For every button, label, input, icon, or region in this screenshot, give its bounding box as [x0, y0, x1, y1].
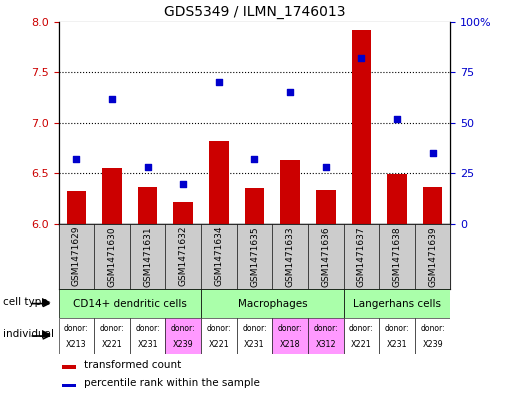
Text: GSM1471633: GSM1471633: [286, 226, 295, 286]
Bar: [201, 289, 344, 318]
Point: [357, 55, 365, 61]
Text: GSM1471632: GSM1471632: [179, 226, 188, 286]
Point: [179, 180, 187, 187]
Bar: [415, 318, 450, 354]
Bar: [308, 224, 344, 289]
Text: GSM1471637: GSM1471637: [357, 226, 366, 286]
Text: percentile rank within the sample: percentile rank within the sample: [84, 378, 260, 388]
Title: GDS5349 / ILMN_1746013: GDS5349 / ILMN_1746013: [164, 5, 345, 19]
Text: X312: X312: [316, 340, 336, 349]
Text: X231: X231: [244, 340, 265, 349]
Bar: [272, 318, 308, 354]
Text: X231: X231: [387, 340, 407, 349]
Text: transformed count: transformed count: [84, 360, 181, 370]
Bar: [63, 365, 76, 369]
Bar: [379, 318, 415, 354]
Bar: [387, 174, 407, 224]
Text: GSM1471634: GSM1471634: [214, 226, 223, 286]
Bar: [59, 224, 94, 289]
Point: [215, 79, 223, 85]
Text: donor:: donor:: [349, 324, 374, 333]
Bar: [130, 224, 165, 289]
Text: donor:: donor:: [420, 324, 445, 333]
Text: Langerhans cells: Langerhans cells: [353, 299, 441, 309]
Bar: [165, 224, 201, 289]
Bar: [165, 318, 201, 354]
Text: donor:: donor:: [135, 324, 160, 333]
Bar: [415, 224, 450, 289]
Text: ▶: ▶: [42, 297, 50, 307]
Bar: [237, 224, 272, 289]
Text: X231: X231: [137, 340, 158, 349]
Bar: [174, 202, 193, 224]
Text: X213: X213: [66, 340, 87, 349]
Text: GSM1471631: GSM1471631: [143, 226, 152, 286]
Text: cell type: cell type: [3, 297, 47, 307]
Bar: [423, 187, 442, 224]
Text: CD14+ dendritic cells: CD14+ dendritic cells: [73, 299, 187, 309]
Text: donor:: donor:: [207, 324, 231, 333]
Bar: [59, 318, 94, 354]
Text: ▶: ▶: [42, 329, 50, 339]
Text: donor:: donor:: [64, 324, 89, 333]
Bar: [272, 224, 308, 289]
Point: [286, 89, 294, 95]
Point: [72, 156, 80, 162]
Bar: [308, 318, 344, 354]
Text: X221: X221: [209, 340, 229, 349]
Bar: [245, 187, 264, 224]
Bar: [94, 224, 130, 289]
Text: GSM1471629: GSM1471629: [72, 226, 81, 286]
Text: GSM1471636: GSM1471636: [321, 226, 330, 286]
Bar: [280, 160, 300, 224]
Bar: [209, 141, 229, 224]
Text: donor:: donor:: [171, 324, 195, 333]
Text: X218: X218: [280, 340, 300, 349]
Bar: [102, 168, 122, 224]
Bar: [352, 30, 371, 224]
Text: GSM1471635: GSM1471635: [250, 226, 259, 286]
Point: [393, 116, 401, 122]
Bar: [59, 289, 201, 318]
Bar: [316, 189, 335, 224]
Text: X221: X221: [102, 340, 122, 349]
Text: donor:: donor:: [278, 324, 302, 333]
Text: X239: X239: [422, 340, 443, 349]
Bar: [138, 187, 157, 224]
Bar: [130, 318, 165, 354]
Point: [322, 164, 330, 171]
Text: individual: individual: [3, 329, 53, 339]
Point: [144, 164, 152, 171]
Text: X221: X221: [351, 340, 372, 349]
Text: Macrophages: Macrophages: [238, 299, 307, 309]
Bar: [63, 384, 76, 387]
Bar: [201, 318, 237, 354]
Bar: [201, 224, 237, 289]
Bar: [344, 289, 450, 318]
Point: [429, 150, 437, 156]
Text: donor:: donor:: [242, 324, 267, 333]
Text: GSM1471638: GSM1471638: [392, 226, 402, 286]
Text: X239: X239: [173, 340, 193, 349]
Bar: [237, 318, 272, 354]
Text: donor:: donor:: [100, 324, 124, 333]
Bar: [344, 224, 379, 289]
Text: GSM1471630: GSM1471630: [107, 226, 117, 286]
Bar: [344, 318, 379, 354]
Bar: [379, 224, 415, 289]
Text: donor:: donor:: [314, 324, 338, 333]
Bar: [67, 191, 86, 224]
Point: [250, 156, 259, 162]
Text: donor:: donor:: [385, 324, 409, 333]
Bar: [94, 318, 130, 354]
Text: GSM1471639: GSM1471639: [428, 226, 437, 286]
Point: [108, 95, 116, 102]
